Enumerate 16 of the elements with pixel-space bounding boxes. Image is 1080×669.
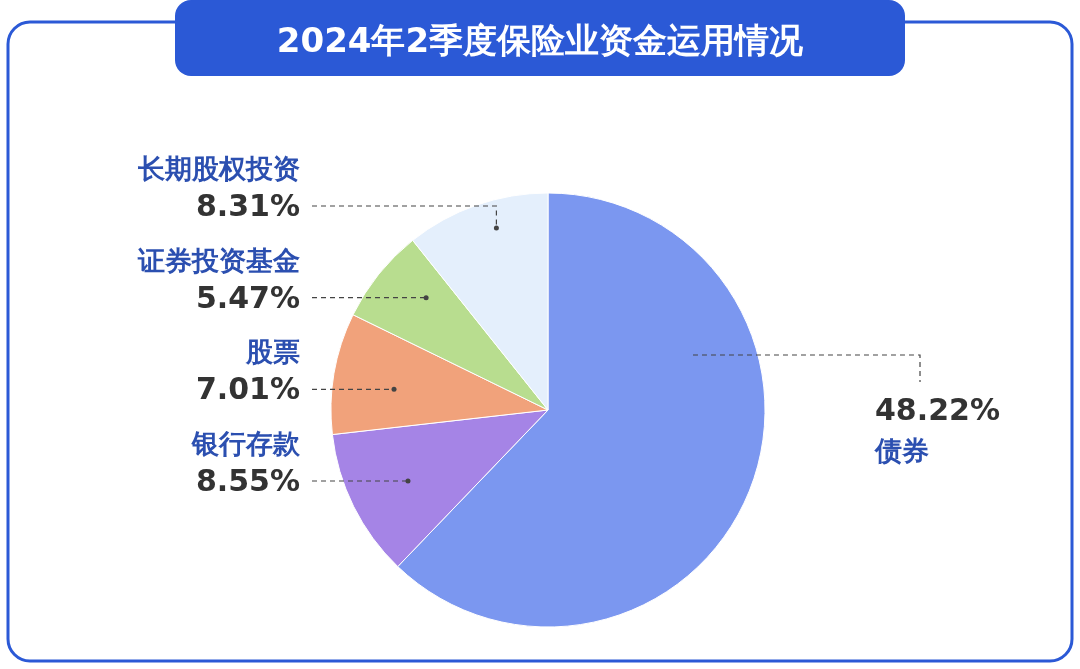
data-label: 8.31% xyxy=(195,188,300,223)
slice-label: 长期股权投资 xyxy=(137,153,300,184)
data-label: 48.22% xyxy=(875,392,1000,427)
data-label: 5.47% xyxy=(195,279,300,315)
slice-label: 证券投资基金 xyxy=(137,244,300,276)
slice-label: 股票 xyxy=(245,336,300,368)
pie-slice xyxy=(331,409,549,568)
slice-label: 银行存款 xyxy=(191,428,301,459)
pie-slice xyxy=(352,239,549,411)
data-label: 8.55% xyxy=(195,463,300,498)
pie-slice xyxy=(412,192,549,411)
pie-slice xyxy=(397,192,766,628)
pie-slice xyxy=(330,314,549,436)
data-label: 7.01% xyxy=(195,371,300,407)
slice-label: 债券 xyxy=(874,435,929,466)
chart-title: 2024年2季度保险业资金运用情况 xyxy=(276,20,805,60)
